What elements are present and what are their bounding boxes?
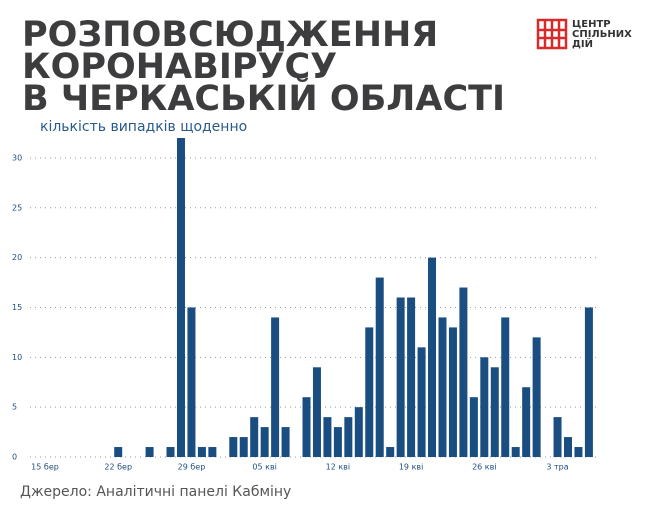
title-line: РОЗПОВСЮДЖЕННЯ bbox=[22, 15, 438, 55]
bar bbox=[344, 417, 353, 457]
title-line: КОРОНАВІРУСУ bbox=[22, 47, 337, 87]
subtitle: кількість випадків щоденно bbox=[40, 119, 247, 135]
bar bbox=[564, 437, 572, 457]
bar bbox=[302, 397, 311, 457]
bar bbox=[323, 417, 332, 457]
bar bbox=[312, 367, 321, 457]
bar bbox=[145, 447, 154, 457]
bar bbox=[375, 277, 384, 457]
bar bbox=[260, 427, 269, 457]
bar bbox=[469, 397, 478, 457]
bar bbox=[386, 447, 395, 457]
bar bbox=[584, 307, 593, 457]
bar bbox=[176, 138, 185, 457]
bar bbox=[501, 317, 510, 457]
logo-text: ЦЕНТР bbox=[572, 19, 611, 30]
logo-text: СПІЛЬНИХ bbox=[572, 29, 632, 40]
bar bbox=[438, 317, 447, 457]
bar bbox=[354, 407, 363, 457]
bar bbox=[333, 427, 342, 457]
bar bbox=[574, 447, 583, 457]
y-tick-label: 5 bbox=[12, 403, 17, 412]
bar bbox=[197, 447, 206, 457]
bar bbox=[428, 257, 437, 457]
bar bbox=[459, 287, 468, 457]
y-tick-label: 30 bbox=[12, 153, 22, 162]
y-tick-label: 20 bbox=[12, 253, 22, 262]
x-tick-label: 3 тра bbox=[546, 463, 568, 472]
bar bbox=[208, 447, 217, 457]
y-tick-label: 10 bbox=[12, 353, 22, 362]
logo-text: ДІЙ bbox=[572, 37, 593, 50]
bar bbox=[396, 297, 405, 457]
bar bbox=[166, 447, 175, 457]
bar bbox=[532, 337, 541, 457]
bar bbox=[417, 347, 426, 457]
y-tick-label: 25 bbox=[12, 203, 22, 212]
y-tick-label: 0 bbox=[12, 453, 17, 462]
title-line: В ЧЕРКАСЬКІЙ ОБЛАСТІ bbox=[22, 77, 505, 119]
y-tick-label: 15 bbox=[12, 303, 22, 312]
x-tick-label: 15 бер bbox=[31, 463, 59, 472]
bar bbox=[229, 437, 238, 457]
bar bbox=[250, 417, 259, 457]
bar bbox=[490, 367, 499, 457]
x-tick-label: 19 кві bbox=[399, 463, 424, 472]
source: Джерело: Аналітичні панелі Кабміну bbox=[20, 484, 291, 500]
x-tick-label: 12 кві bbox=[326, 463, 351, 472]
bar bbox=[448, 327, 457, 457]
bar bbox=[365, 327, 374, 457]
logo-icon bbox=[536, 18, 568, 50]
bar bbox=[271, 317, 280, 457]
bar bbox=[187, 307, 196, 457]
bar bbox=[407, 297, 416, 457]
bar bbox=[480, 357, 489, 457]
bar bbox=[522, 387, 531, 457]
bar bbox=[553, 417, 562, 457]
bar bbox=[281, 427, 290, 457]
x-tick-label: 22 бер bbox=[104, 463, 132, 472]
bar bbox=[239, 437, 248, 457]
bar bbox=[114, 447, 123, 457]
x-tick-label: 26 кві bbox=[472, 463, 497, 472]
x-tick-label: 29 бер bbox=[178, 463, 206, 472]
bar bbox=[511, 447, 520, 457]
x-tick-label: 05 кві bbox=[252, 463, 277, 472]
